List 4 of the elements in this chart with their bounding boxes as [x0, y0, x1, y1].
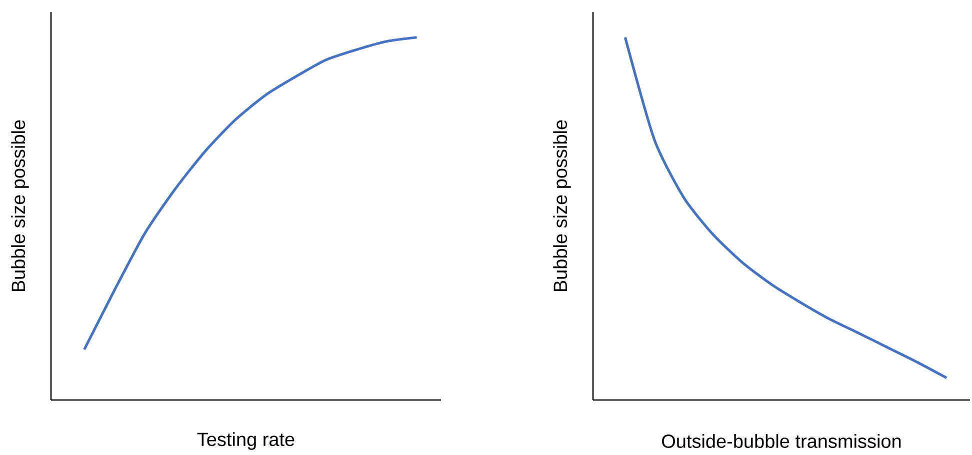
- y-axis-title: Bubble size possible: [553, 120, 571, 292]
- x-axis-title: Outside-bubble transmission: [662, 434, 901, 448]
- y-axis-title: Bubble size possible: [11, 120, 29, 292]
- x-axis-title: Testing rate: [197, 432, 294, 450]
